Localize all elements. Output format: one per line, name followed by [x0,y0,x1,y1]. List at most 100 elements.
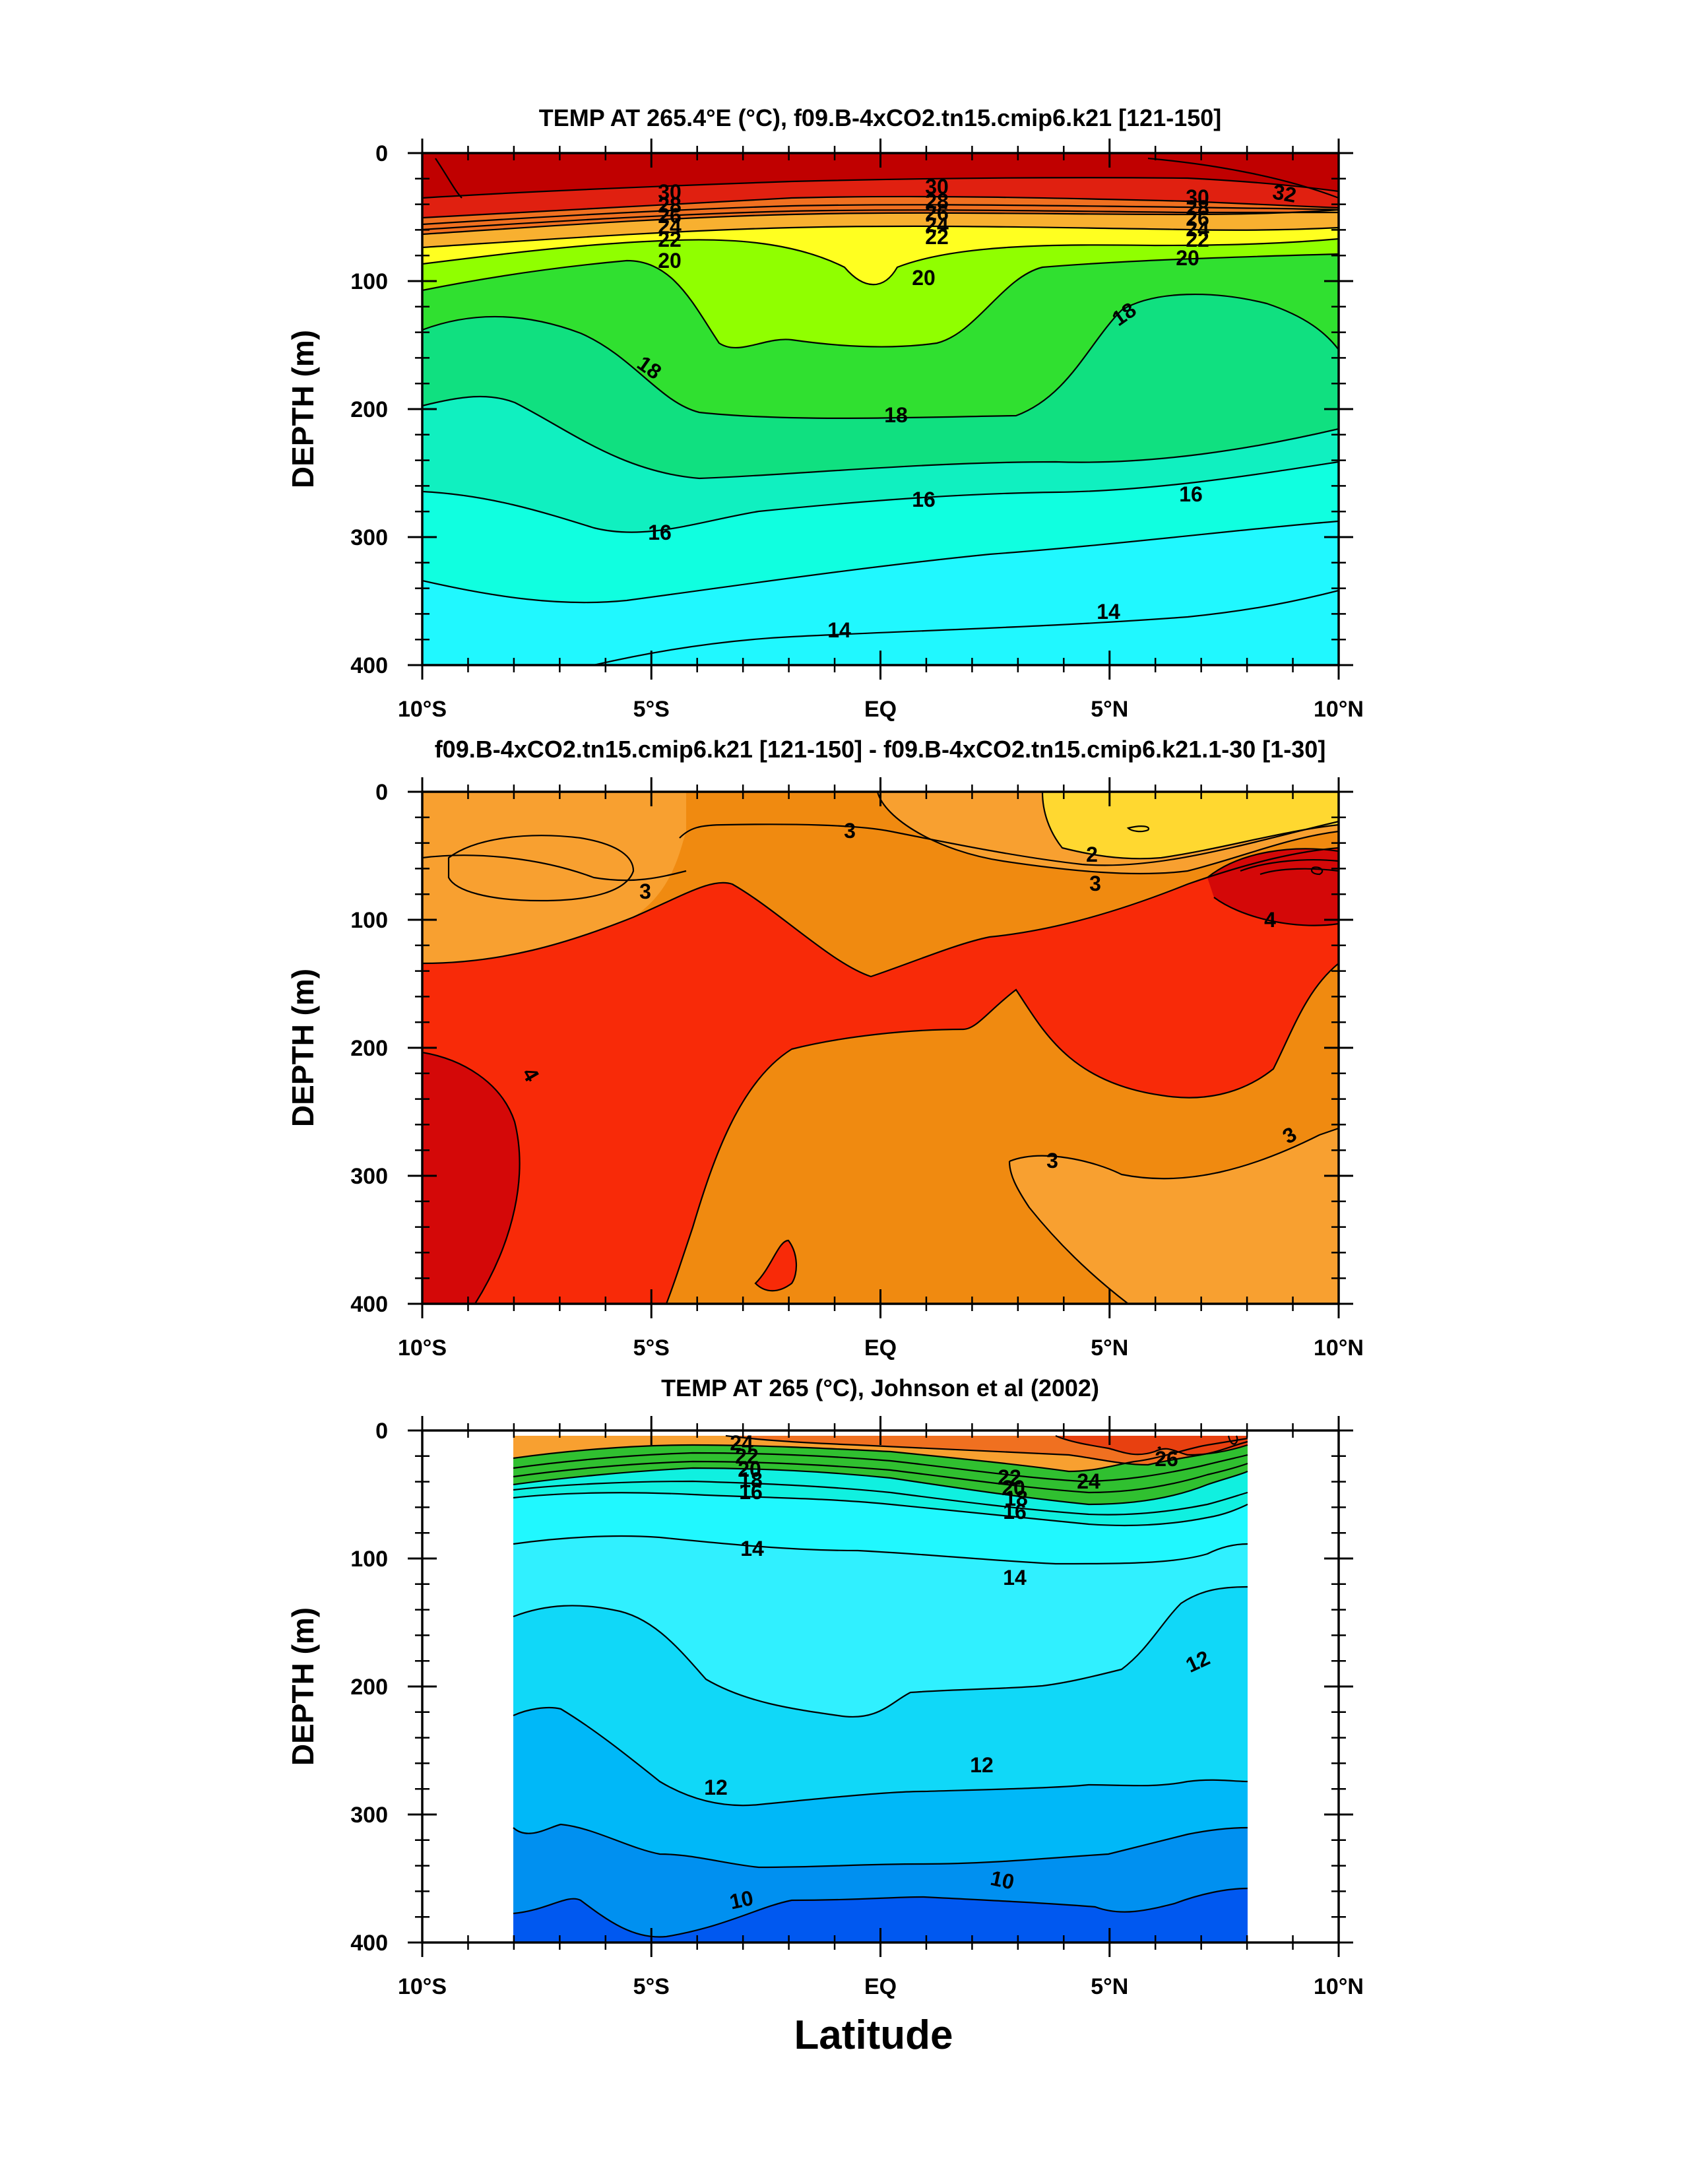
y-tick-label: 100 [350,269,388,294]
x-tick-label: 5°N [1091,697,1128,722]
x-tick-label: 10°S [398,1335,447,1361]
contour-label: 16 [1179,482,1203,506]
contour-label: 26 [658,204,682,228]
contour-label: 16 [739,1480,763,1504]
y-tick-label: 0 [375,141,388,166]
panel-1-contour-lines [422,157,1339,665]
x-tick-label: EQ [864,1974,897,1999]
panel-2-axes: 0 100 200 300 400 10°S 5°S EQ 5°N 10°N DEPTH (m) [286,777,1364,1361]
contour-label: 16 [912,488,936,511]
contour-label: 24 [730,1431,753,1455]
y-axis-label: DEPTH (m) [286,1607,320,1766]
x-tick-label: 10°N [1314,1974,1364,1999]
contour-label: 20 [1002,1476,1025,1500]
panel-3-contour-field [513,1434,1248,1943]
y-tick-label: 0 [375,1419,388,1444]
y-tick-label: 200 [350,1675,388,1700]
contour-label: 2 [1086,843,1098,866]
contour-label: 12 [704,1776,728,1799]
contour-label: 26 [1186,207,1209,230]
contour-label: 26 [925,201,949,225]
x-tick-label: 10°S [398,1974,447,1999]
x-tick-label: 10°S [398,697,447,722]
band-3.5-4 [422,848,1339,1304]
contour-label: 3 [1089,872,1101,895]
contour-label: 20 [658,249,682,273]
contour-label: 30 [1186,185,1209,209]
panel-3-axes: 0 100 200 300 400 10°S 5°S EQ 5°N 10°N DEPTH (m) [286,1416,1364,1999]
panel-3-title: TEMP AT 265 (°C), Johnson et al (2002) [661,1374,1099,1401]
y-axis-label: DEPTH (m) [286,969,320,1127]
contour-label: 32 [1271,179,1298,207]
contour-label: 24 [658,214,682,238]
x-axis-label: Latitude [794,2012,953,2058]
panel-2: f09.B-4xCO2.tn15.cmip6.k21 [121-150] - f… [286,736,1364,1361]
contour-label: 16 [1003,1500,1027,1524]
x-tick-label: 5°N [1091,1974,1128,1999]
contour-label: 28 [1186,196,1209,220]
x-tick-label: 5°S [633,1974,670,1999]
panel-2-contour-field [422,792,1339,1304]
contour-label: 10 [728,1886,755,1914]
panel-1-title: TEMP AT 265.4°E (°C), f09.B-4xCO2.tn15.c… [539,104,1222,131]
y-tick-label: 400 [350,1931,388,1956]
x-tick-label: 5°S [633,1335,670,1361]
x-tick-label: 10°N [1314,697,1364,722]
y-axis-label: DEPTH (m) [286,330,320,488]
contour-label: 22 [735,1444,759,1468]
contour-label: 20 [1176,246,1199,270]
panel-2-contour-lines [422,792,1339,1304]
panel-1-contour-field [422,153,1339,665]
contour-label: 18 [884,403,908,427]
y-tick-label: 200 [350,1036,388,1061]
band-2.5-3-lower-right [1009,1128,1339,1304]
contour-label: 20 [738,1458,761,1481]
contour-label: 22 [925,225,949,249]
contour-label: 22 [658,228,682,251]
panel-1-contour-labels: 30 28 26 24 22 20 30 28 26 24 22 20 30 3… [633,175,1298,642]
band-2-2.5 [1042,792,1339,859]
contour-label: 14 [1003,1566,1027,1590]
x-tick-label: 5°N [1091,1335,1128,1361]
panel-3-contour-lines [513,1434,1248,1938]
contour-label: 26 [1155,1447,1178,1471]
band-24-plus-right [1056,1436,1248,1455]
contour-label: 16 [648,521,672,544]
y-tick-label: 0 [375,780,388,805]
y-tick-label: 400 [350,1292,388,1317]
y-tick-label: 200 [350,397,388,422]
contour-label: 12 [970,1753,994,1777]
contour-label: 10 [988,1866,1016,1894]
x-tick-label: EQ [864,697,897,722]
x-tick-label: EQ [864,1335,897,1361]
y-tick-label: 100 [350,908,388,933]
panel-3: TEMP AT 265 (°C), Johnson et al (2002) [286,1374,1364,2058]
y-tick-label: 300 [350,1164,388,1189]
contour-label: 14 [1097,600,1120,624]
contour-label: 28 [925,189,949,213]
contour-label: 28 [658,193,682,217]
y-tick-label: 300 [350,525,388,550]
band-4-plus-patch [755,1240,796,1291]
contour-label: 22 [998,1465,1021,1489]
x-tick-label: 10°N [1314,1335,1364,1361]
contour-label: 3 [1046,1149,1058,1172]
contour-label: 14 [740,1537,764,1560]
y-tick-label: 100 [350,1547,388,1572]
panel-2-title: f09.B-4xCO2.tn15.cmip6.k21 [121-150] - f… [435,736,1326,763]
contour-label: 30 [925,175,949,199]
contour-label: 4 [1264,908,1276,932]
y-tick-label: 400 [350,653,388,678]
y-tick-label: 300 [350,1803,388,1828]
contour-label: 24 [1077,1469,1100,1493]
contour-label: 3 [844,819,856,843]
contour-label: 3 [639,880,651,903]
contour-label: 18 [1004,1487,1028,1510]
contour-label: 24 [925,213,949,237]
contour-label: 30 [658,180,682,204]
panel-1: TEMP AT 265.4°E (°C), f09.B-4xCO2.tn15.c… [286,104,1364,722]
contour-label: 22 [1186,228,1209,251]
contour-label: 20 [912,266,936,290]
contour-label: 24 [1186,217,1209,241]
